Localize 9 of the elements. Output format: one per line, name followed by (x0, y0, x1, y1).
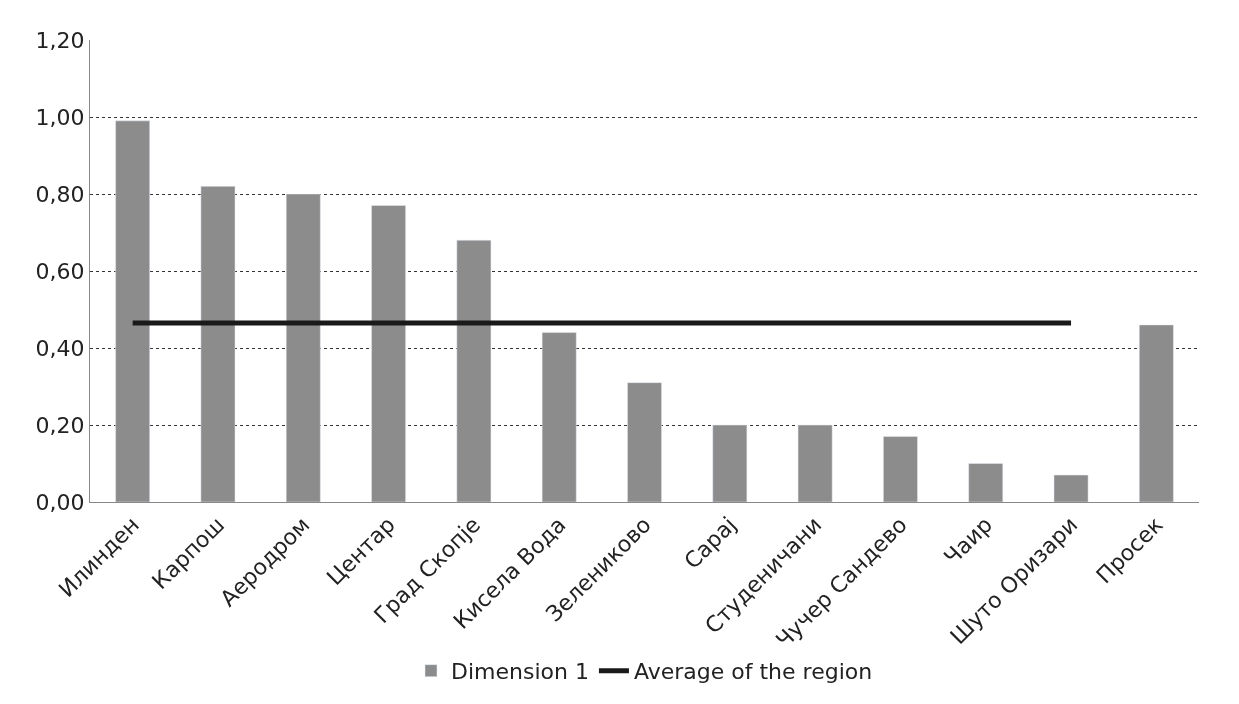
y-tick-label: 0,40 (35, 335, 85, 361)
legend-label: Dimension 1 (451, 659, 589, 685)
y-tick-label: 0,80 (35, 181, 85, 207)
y-tick-label: 0,00 (35, 489, 85, 515)
y-tick-label: 0,20 (35, 412, 85, 438)
y-tick-label: 0,60 (35, 258, 85, 284)
y-tick-label: 1,00 (35, 104, 85, 130)
legend-label: Average of the region (633, 659, 873, 685)
y-tick-label: 1,20 (35, 27, 85, 53)
